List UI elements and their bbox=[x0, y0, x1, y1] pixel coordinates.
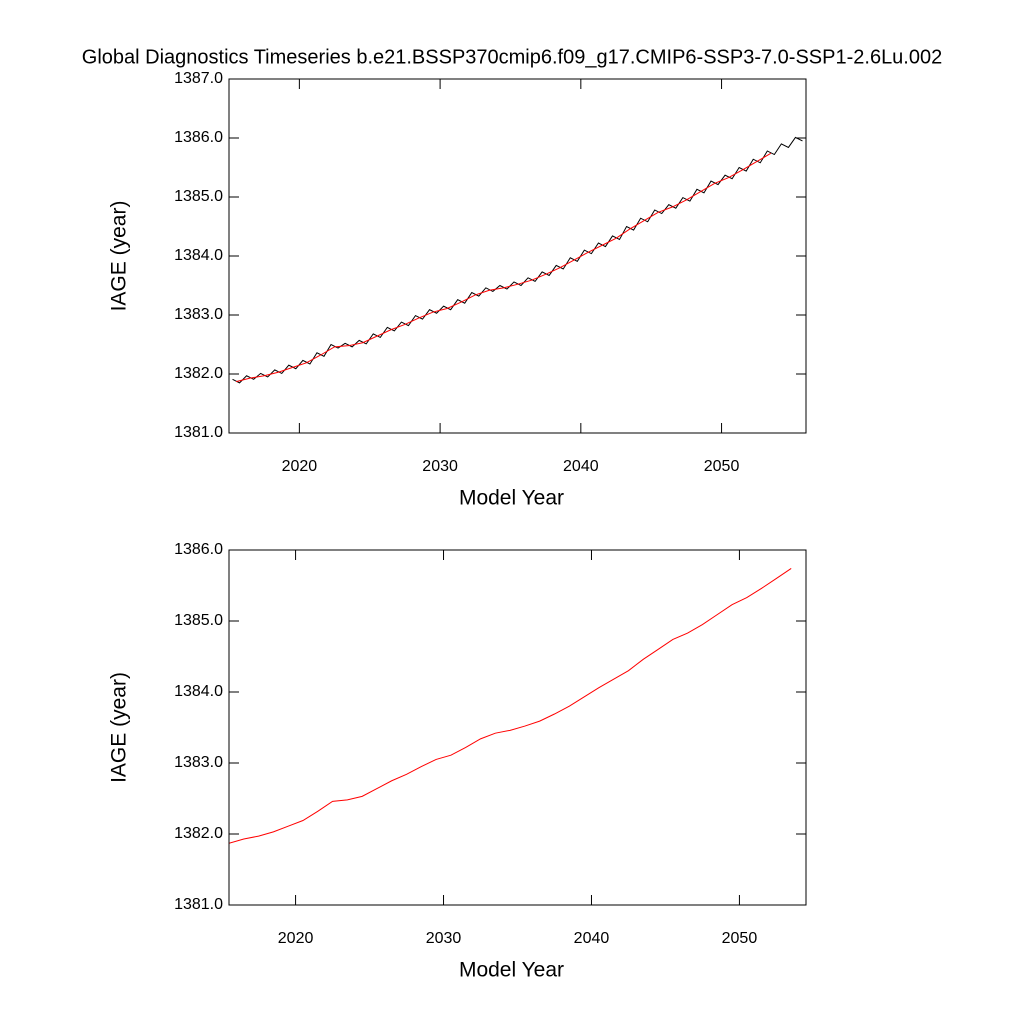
plot-frame bbox=[228, 78, 807, 434]
x-tick-label: 2040 bbox=[574, 930, 610, 947]
y-tick-label: 1386.0 bbox=[174, 541, 223, 558]
x-tick-label: 2050 bbox=[722, 930, 758, 947]
y-tick-label: 1381.0 bbox=[174, 896, 223, 913]
x-axis-label: Model Year bbox=[459, 959, 564, 982]
y-tick-label: 1382.0 bbox=[174, 365, 223, 382]
y-tick-label: 1387.0 bbox=[174, 70, 223, 87]
x-tick-label: 2050 bbox=[704, 458, 740, 475]
y-tick-label: 1382.0 bbox=[174, 825, 223, 842]
line-series bbox=[235, 152, 772, 383]
y-tick-label: 1384.0 bbox=[174, 247, 223, 264]
y-axis-label: IAGE (year) bbox=[108, 672, 131, 783]
y-axis-label: IAGE (year) bbox=[108, 201, 131, 312]
x-tick-label: 2040 bbox=[563, 458, 599, 475]
x-tick-label: 2020 bbox=[278, 930, 314, 947]
y-tick-label: 1385.0 bbox=[174, 612, 223, 629]
x-axis-label: Model Year bbox=[459, 487, 564, 510]
line-series bbox=[229, 568, 792, 844]
y-tick-label: 1386.0 bbox=[174, 129, 223, 146]
y-tick-label: 1385.0 bbox=[174, 188, 223, 205]
x-tick-label: 2030 bbox=[422, 458, 458, 475]
chart-title: Global Diagnostics Timeseries b.e21.BSSP… bbox=[82, 46, 942, 68]
y-tick-label: 1383.0 bbox=[174, 754, 223, 771]
line-series bbox=[232, 136, 803, 384]
x-tick-label: 2020 bbox=[282, 458, 318, 475]
plot-frame bbox=[228, 549, 807, 906]
x-tick-label: 2030 bbox=[426, 930, 462, 947]
y-tick-label: 1383.0 bbox=[174, 306, 223, 323]
y-tick-label: 1384.0 bbox=[174, 683, 223, 700]
y-tick-label: 1381.0 bbox=[174, 424, 223, 441]
